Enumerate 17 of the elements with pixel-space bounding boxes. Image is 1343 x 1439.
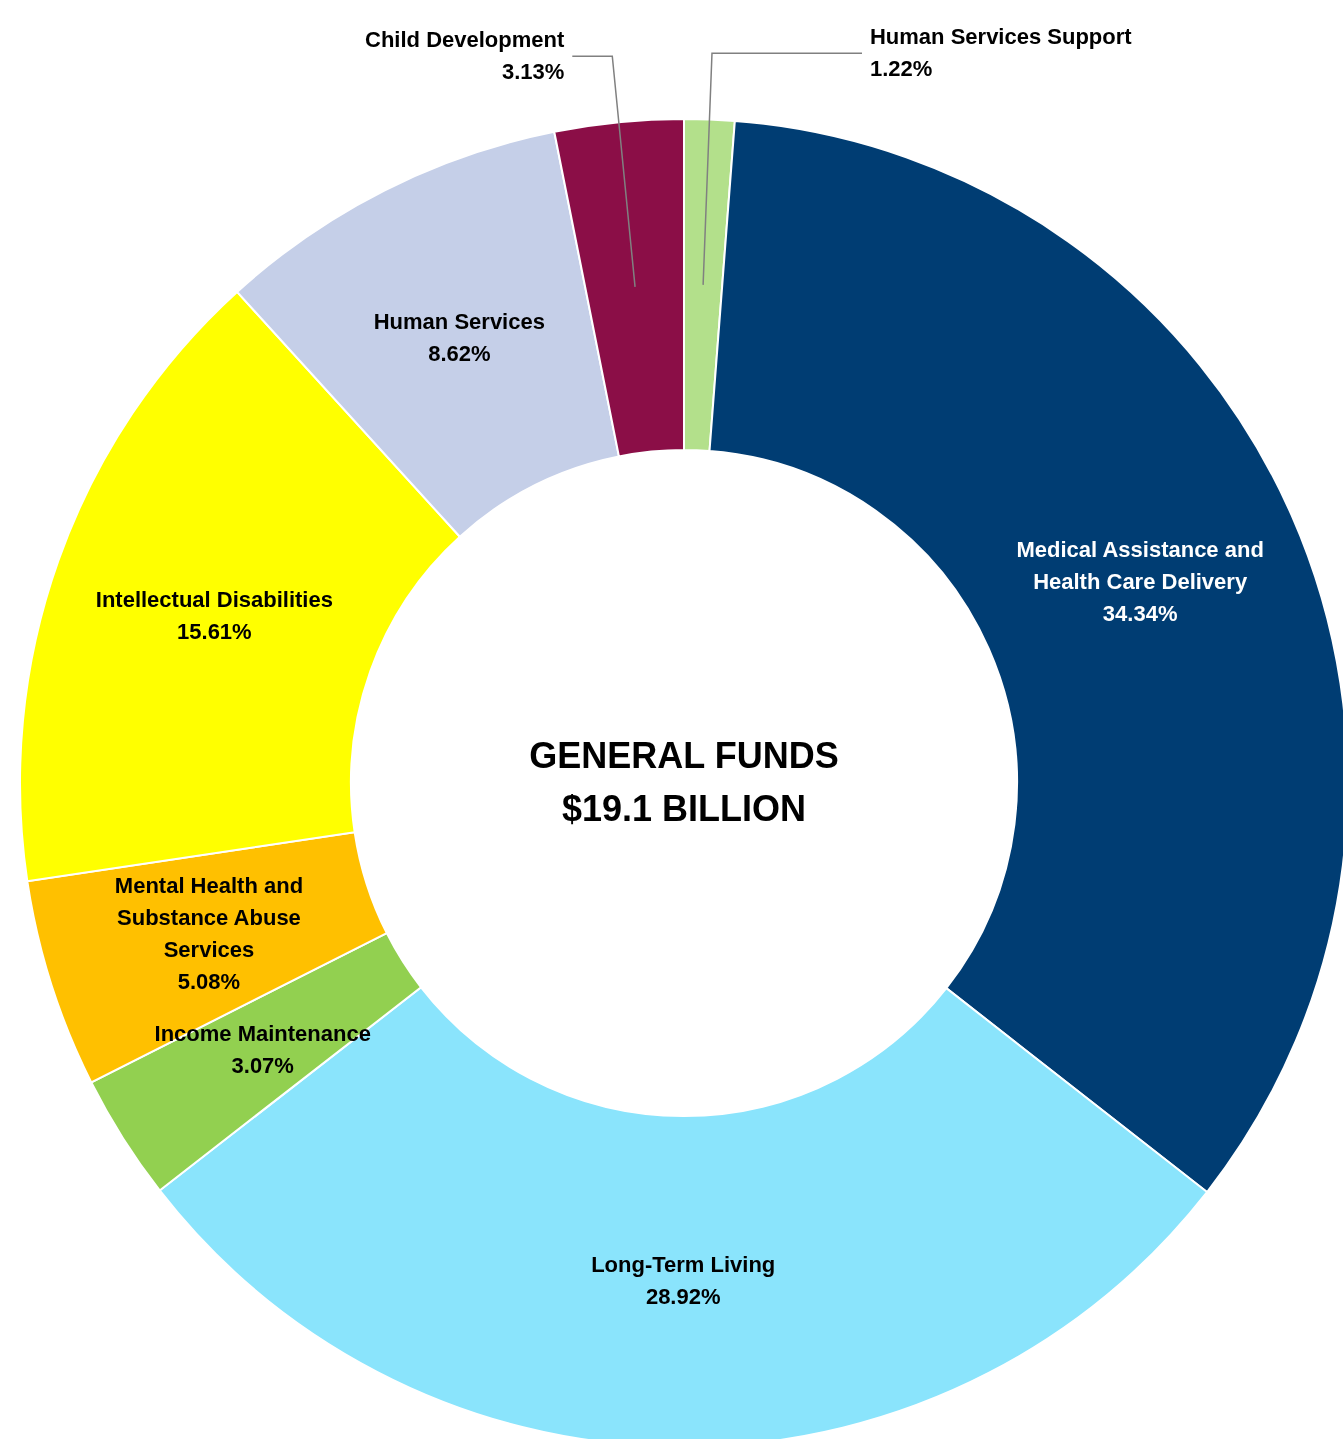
data-label: 3.13% [501,59,565,85]
slice-label: Intellectual Disabilities [95,586,333,612]
data-label: 15.61% [177,618,252,644]
slice-label: Human Services [373,308,545,334]
slice-label: Medical Assistance and Health Care Delivery [1016,536,1264,594]
data-label: 8.62% [428,340,491,366]
data-label: 34.34% [1102,600,1178,626]
slice-label: Long-Term Living [591,1252,776,1278]
slice-label: Child Development [365,27,565,53]
text: $19.1 BILLION [561,788,807,829]
slice-label: Human Services Support [869,24,1133,50]
data-label: 28.92% [645,1284,721,1310]
slice-label: Mental Health and Substance Abuse Services [114,873,304,963]
data-label: 5.08% [177,969,241,995]
data-label: 3.07% [231,1052,294,1078]
data-label: 1.22% [869,56,933,82]
text: GENERAL FUNDS [529,735,839,776]
